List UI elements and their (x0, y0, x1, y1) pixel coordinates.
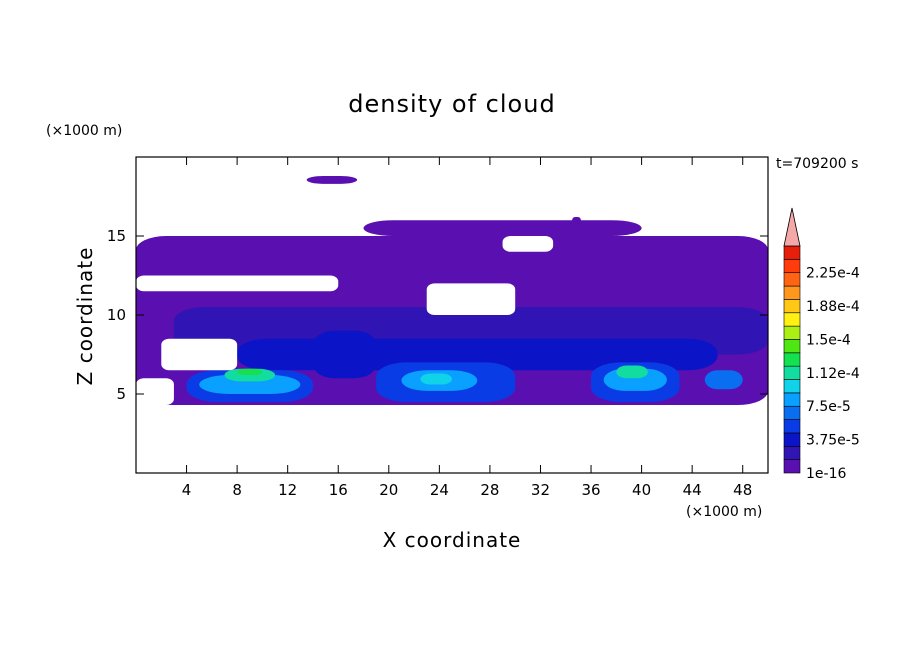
x-unit-label: (×1000 m) (686, 504, 762, 520)
colorbar-level (783, 245, 801, 260)
colorbar-extend-arrow (783, 207, 801, 247)
clear-gap-3 (136, 378, 174, 406)
cloud-region-7 (199, 375, 301, 394)
colorbar-label: 3.75e-5 (806, 433, 860, 449)
colorbar-label: 7.5e-5 (806, 399, 851, 415)
cloud-region-9 (237, 368, 263, 376)
y-axis-label: Z coordinate (73, 247, 97, 386)
cloud-region-16 (704, 370, 743, 390)
colorbar-level (783, 299, 801, 314)
colorbar-label: 2.25e-4 (806, 266, 860, 282)
cloud-region-1 (306, 175, 358, 184)
x-axis-label: X coordinate (383, 528, 522, 552)
time-label: t=709200 s (776, 156, 858, 172)
x-tick-label: 40 (632, 481, 651, 499)
y-unit-label: (×1000 m) (46, 123, 122, 139)
x-axis: 4 8 12 16 20 24 28 32 36 40 44 48 (182, 157, 752, 499)
colorbar-level (783, 365, 801, 380)
x-tick-label: 8 (232, 481, 242, 499)
x-tick-label: 48 (733, 481, 752, 499)
colorbar-level (783, 392, 801, 407)
colorbar-level (783, 352, 801, 367)
colorbar-level (783, 379, 801, 394)
cloud-region-17 (312, 330, 377, 379)
x-tick-label: 4 (182, 481, 192, 499)
cloud-region-12 (420, 373, 452, 385)
y-tick-label: 5 (116, 385, 126, 403)
y-axis: 5 10 15 (107, 227, 768, 403)
colorbar-level (783, 432, 801, 447)
y-tick-label: 15 (107, 227, 126, 245)
x-tick-label: 44 (683, 481, 702, 499)
x-tick-label: 12 (278, 481, 297, 499)
colorbar-level (783, 405, 801, 420)
x-tick-label: 16 (329, 481, 348, 499)
clear-gap-2 (161, 338, 238, 371)
cloud-region-15 (616, 365, 648, 379)
x-tick-label: 28 (480, 481, 499, 499)
plot-area (136, 175, 769, 406)
clear-gap-1 (136, 275, 339, 292)
colorbar-level (783, 272, 801, 287)
clear-gap-4 (502, 236, 554, 252)
colorbar-label: 1.5e-4 (806, 332, 851, 348)
x-tick-label: 36 (581, 481, 600, 499)
y-tick-label: 10 (107, 306, 126, 324)
cloud-region-3 (363, 220, 642, 236)
colorbar-label: 1.12e-4 (806, 366, 860, 382)
colorbar-level (783, 259, 801, 274)
x-tick-label: 20 (379, 481, 398, 499)
colorbar-level (783, 459, 801, 474)
colorbar-level (783, 312, 801, 327)
colorbar-label: 1.88e-4 (806, 299, 860, 315)
colorbar-level (783, 285, 801, 300)
colorbar-level (783, 339, 801, 354)
colorbar-label: 1e-16 (806, 466, 846, 482)
clear-gap-0 (426, 283, 516, 315)
colorbar: 1e-16 3.75e-5 7.5e-5 1.12e-4 1.5e-4 1.88e-4 2.… (783, 207, 860, 482)
chart-title: density of cloud (348, 90, 555, 118)
colorbar-level (783, 325, 801, 340)
x-tick-label: 24 (430, 481, 449, 499)
colorbar-level (783, 445, 801, 460)
colorbar-level (783, 419, 801, 434)
x-tick-label: 32 (531, 481, 550, 499)
